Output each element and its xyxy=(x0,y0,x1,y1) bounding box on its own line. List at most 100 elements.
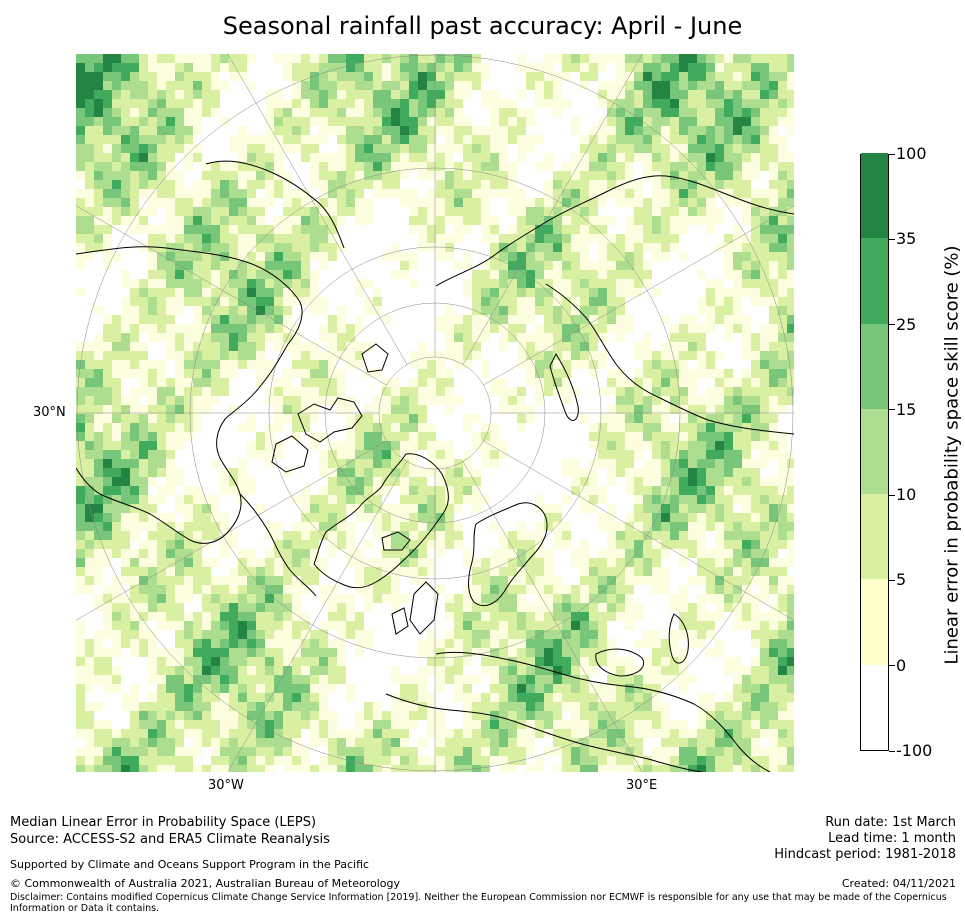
field-cell xyxy=(274,126,283,135)
field-cell xyxy=(616,747,625,756)
field-cell xyxy=(733,459,742,468)
field-cell xyxy=(742,648,751,657)
field-cell xyxy=(418,729,427,738)
field-cell xyxy=(589,297,598,306)
field-cell xyxy=(715,252,724,261)
field-cell xyxy=(481,594,490,603)
field-cell xyxy=(229,477,238,486)
field-cell xyxy=(454,711,463,720)
field-cell xyxy=(301,180,310,189)
field-cell xyxy=(589,270,598,279)
field-cell xyxy=(346,216,355,225)
field-cell xyxy=(481,729,490,738)
field-cell xyxy=(202,441,211,450)
field-cell xyxy=(571,513,580,522)
field-cell xyxy=(166,531,175,540)
field-cell xyxy=(247,288,256,297)
field-cell xyxy=(85,414,94,423)
field-cell xyxy=(265,414,274,423)
field-cell xyxy=(733,54,742,63)
field-cell xyxy=(562,477,571,486)
field-cell xyxy=(589,675,598,684)
field-cell xyxy=(157,549,166,558)
field-cell xyxy=(517,261,526,270)
field-cell xyxy=(220,423,229,432)
field-cell xyxy=(166,315,175,324)
field-cell xyxy=(139,81,148,90)
field-cell xyxy=(463,54,472,63)
field-cell xyxy=(211,441,220,450)
field-cell xyxy=(508,720,517,729)
field-cell xyxy=(625,711,634,720)
field-cell xyxy=(301,144,310,153)
field-cell xyxy=(697,486,706,495)
field-cell xyxy=(373,423,382,432)
field-cell xyxy=(481,279,490,288)
field-cell xyxy=(139,252,148,261)
field-cell xyxy=(301,450,310,459)
field-cell xyxy=(220,414,229,423)
field-cell xyxy=(562,297,571,306)
field-cell xyxy=(409,684,418,693)
field-cell xyxy=(220,198,229,207)
field-cell xyxy=(769,675,778,684)
field-cell xyxy=(328,738,337,747)
field-cell xyxy=(688,414,697,423)
field-cell xyxy=(112,153,121,162)
field-cell xyxy=(769,117,778,126)
field-cell xyxy=(553,171,562,180)
field-cell xyxy=(301,360,310,369)
field-cell xyxy=(571,585,580,594)
field-cell xyxy=(580,288,589,297)
field-cell xyxy=(211,369,220,378)
field-cell xyxy=(679,108,688,117)
field-cell xyxy=(499,279,508,288)
field-cell xyxy=(76,63,85,72)
field-cell xyxy=(274,72,283,81)
field-cell xyxy=(454,450,463,459)
field-cell xyxy=(760,693,769,702)
field-cell xyxy=(130,360,139,369)
field-cell xyxy=(256,702,265,711)
field-cell xyxy=(274,369,283,378)
field-cell xyxy=(202,666,211,675)
field-cell xyxy=(598,144,607,153)
field-cell xyxy=(373,720,382,729)
field-cell xyxy=(319,747,328,756)
field-cell xyxy=(292,306,301,315)
field-cell xyxy=(544,261,553,270)
field-cell xyxy=(787,630,794,639)
field-cell xyxy=(103,594,112,603)
field-cell xyxy=(292,702,301,711)
field-cell xyxy=(499,567,508,576)
field-cell xyxy=(760,504,769,513)
field-cell xyxy=(346,225,355,234)
field-cell xyxy=(778,594,787,603)
field-cell xyxy=(445,504,454,513)
field-cell xyxy=(139,612,148,621)
field-cell xyxy=(418,405,427,414)
field-cell xyxy=(256,126,265,135)
field-cell xyxy=(751,405,760,414)
field-cell xyxy=(238,702,247,711)
field-cell xyxy=(481,630,490,639)
field-cell xyxy=(202,747,211,756)
field-cell xyxy=(463,234,472,243)
field-cell xyxy=(526,468,535,477)
field-cell xyxy=(157,756,166,765)
field-cell xyxy=(463,531,472,540)
field-cell xyxy=(625,414,634,423)
field-cell xyxy=(103,198,112,207)
field-cell xyxy=(562,729,571,738)
field-cell xyxy=(751,117,760,126)
field-cell xyxy=(724,90,733,99)
field-cell xyxy=(157,387,166,396)
field-cell xyxy=(229,342,238,351)
field-cell xyxy=(499,522,508,531)
field-cell xyxy=(490,369,499,378)
field-cell xyxy=(778,252,787,261)
coastlines xyxy=(76,160,794,772)
field-cell xyxy=(193,252,202,261)
field-cell xyxy=(121,387,130,396)
field-cell xyxy=(193,459,202,468)
